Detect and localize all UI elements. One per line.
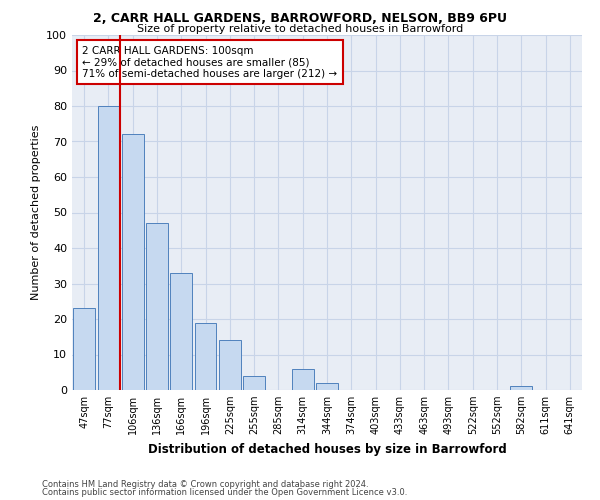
Bar: [316, 383, 338, 390]
Text: Contains public sector information licensed under the Open Government Licence v3: Contains public sector information licen…: [42, 488, 407, 497]
Bar: [511, 386, 532, 390]
Text: Size of property relative to detached houses in Barrowford: Size of property relative to detached ho…: [137, 24, 463, 34]
Bar: [73, 308, 95, 390]
X-axis label: Distribution of detached houses by size in Barrowford: Distribution of detached houses by size …: [148, 442, 506, 456]
Bar: [292, 368, 314, 390]
Text: 2 CARR HALL GARDENS: 100sqm
← 29% of detached houses are smaller (85)
71% of sem: 2 CARR HALL GARDENS: 100sqm ← 29% of det…: [82, 46, 337, 79]
Bar: [122, 134, 143, 390]
Text: Contains HM Land Registry data © Crown copyright and database right 2024.: Contains HM Land Registry data © Crown c…: [42, 480, 368, 489]
Bar: [146, 223, 168, 390]
Bar: [97, 106, 119, 390]
Bar: [243, 376, 265, 390]
Text: 2, CARR HALL GARDENS, BARROWFORD, NELSON, BB9 6PU: 2, CARR HALL GARDENS, BARROWFORD, NELSON…: [93, 12, 507, 26]
Bar: [219, 340, 241, 390]
Y-axis label: Number of detached properties: Number of detached properties: [31, 125, 41, 300]
Bar: [170, 273, 192, 390]
Bar: [194, 322, 217, 390]
